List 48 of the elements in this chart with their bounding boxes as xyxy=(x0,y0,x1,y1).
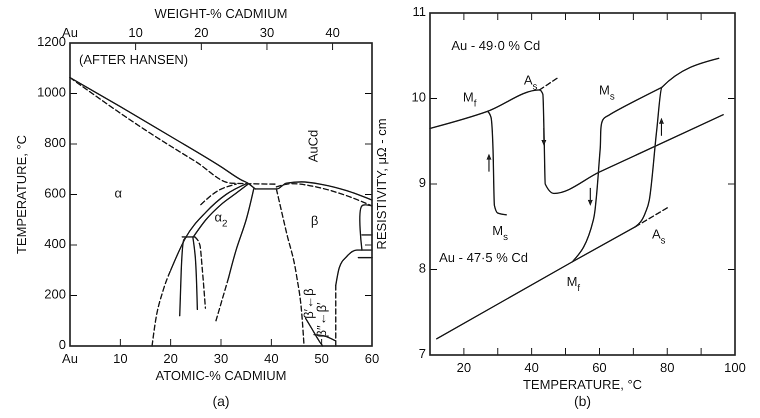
x-axis-title: TEMPERATURE, °C xyxy=(522,377,642,392)
y-tick-label: 200 xyxy=(44,286,66,302)
y-tick-label: 1000 xyxy=(37,84,66,100)
x2-axis-title: WEIGHT-% CADMIUM xyxy=(154,6,288,22)
x-tick-label: 100 xyxy=(724,360,746,376)
y-tick-label: 7 xyxy=(418,346,426,362)
y-axis-title: TEMPERATURE, °C xyxy=(14,134,30,254)
annotation: AuCd xyxy=(306,130,322,162)
x2-tick-label: 10 xyxy=(128,25,143,40)
x-tick-label: 60 xyxy=(364,351,380,366)
y-tick-label: 9 xyxy=(418,175,426,190)
y-tick-label: 10 xyxy=(412,90,426,105)
x-tick-label: 60 xyxy=(592,360,607,376)
x-tick-label: 40 xyxy=(524,360,539,376)
annotation: (AFTER HANSEN) xyxy=(79,52,188,68)
annotation: β xyxy=(310,213,318,228)
annotation: M$_{s}$ xyxy=(492,223,508,243)
x-tick-label: Au xyxy=(62,351,78,366)
x-tick-label: 50 xyxy=(314,351,329,366)
annotation: α xyxy=(114,186,123,201)
annotation: Au - 47·5 % Cd xyxy=(439,250,528,266)
x-tick-label: 20 xyxy=(456,360,472,376)
annotation: Au - 49·0 % Cd xyxy=(451,38,540,54)
y-tick-label: 800 xyxy=(44,135,66,150)
y-tick-label: 0 xyxy=(58,337,66,352)
y-tick-label: 600 xyxy=(44,186,66,201)
y-tick-label: 400 xyxy=(44,236,66,252)
x2-tick-label: 30 xyxy=(260,25,274,40)
annotation: M$_{f}$ xyxy=(566,274,580,294)
text: (b) xyxy=(574,392,592,409)
annotation: M$_{f}$ xyxy=(462,90,477,110)
x-axis-title: ATOMIC-% CADMIUM xyxy=(156,368,286,384)
x2-tick-label: 20 xyxy=(194,25,209,40)
x-tick-label: 40 xyxy=(264,351,279,366)
y-axis-title: RESISTIVITY, μΩ - cm xyxy=(374,118,390,250)
x-tick-label: 10 xyxy=(113,351,128,366)
y-tick-label: 11 xyxy=(412,4,426,20)
x-tick-label: 20 xyxy=(163,351,178,366)
annotation: A$_{s}$ xyxy=(524,72,538,92)
y-tick-label: 8 xyxy=(418,260,426,276)
x2-tick-label: 40 xyxy=(325,25,340,40)
annotation: α$_{2}$ xyxy=(214,210,228,230)
x-tick-label: 80 xyxy=(660,360,674,376)
annotation: A$_{s}$ xyxy=(652,226,666,246)
annotation: β′←β xyxy=(302,288,317,319)
x-tick-label: 30 xyxy=(214,351,228,366)
text: (a) xyxy=(212,392,230,409)
annotation: M$_{s}$ xyxy=(599,83,615,103)
